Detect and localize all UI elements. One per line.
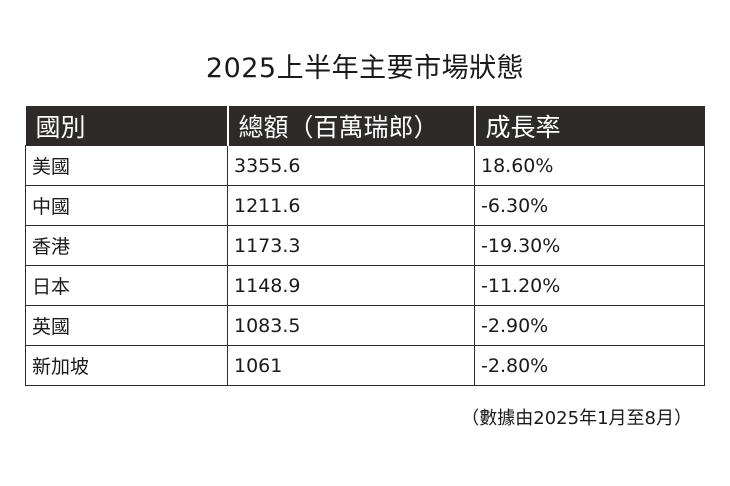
table-header-row: 國別 總額（百萬瑞郎） 成長率 (25, 106, 705, 146)
header-country: 國別 (25, 106, 228, 146)
cell-total: 1173.3 (227, 225, 475, 266)
table-row: 美國 3355.6 18.60% (25, 145, 705, 186)
cell-growth: -6.30% (474, 185, 705, 226)
cell-country: 香港 (25, 225, 228, 266)
page-title: 2025上半年主要市場狀態 (205, 53, 525, 84)
cell-total: 1148.9 (227, 265, 475, 306)
cell-growth: -2.80% (474, 345, 705, 386)
table-row: 日本 1148.9 -11.20% (25, 265, 705, 306)
cell-country: 中國 (25, 185, 228, 226)
cell-country: 美國 (25, 145, 228, 186)
header-total: 總額（百萬瑞郎） (226, 106, 475, 146)
source-note: （數據由2025年1月至8月） (461, 408, 692, 429)
market-table: 國別 總額（百萬瑞郎） 成長率 美國 3355.6 18.60% 中國 1211… (25, 106, 705, 386)
table-row: 香港 1173.3 -19.30% (25, 225, 705, 266)
cell-country: 新加坡 (25, 345, 228, 386)
table-row: 新加坡 1061 -2.80% (25, 345, 705, 386)
cell-growth: -19.30% (474, 225, 705, 266)
cell-total: 1211.6 (227, 185, 475, 226)
cell-total: 1083.5 (227, 305, 475, 346)
cell-country: 英國 (25, 305, 228, 346)
cell-country: 日本 (25, 265, 228, 306)
cell-total: 3355.6 (227, 145, 475, 186)
header-growth: 成長率 (473, 106, 705, 146)
cell-growth: 18.60% (474, 145, 705, 186)
table-row: 中國 1211.6 -6.30% (25, 185, 705, 226)
table-row: 英國 1083.5 -2.90% (25, 305, 705, 346)
cell-growth: -2.90% (474, 305, 705, 346)
cell-total: 1061 (227, 345, 475, 386)
cell-growth: -11.20% (474, 265, 705, 306)
